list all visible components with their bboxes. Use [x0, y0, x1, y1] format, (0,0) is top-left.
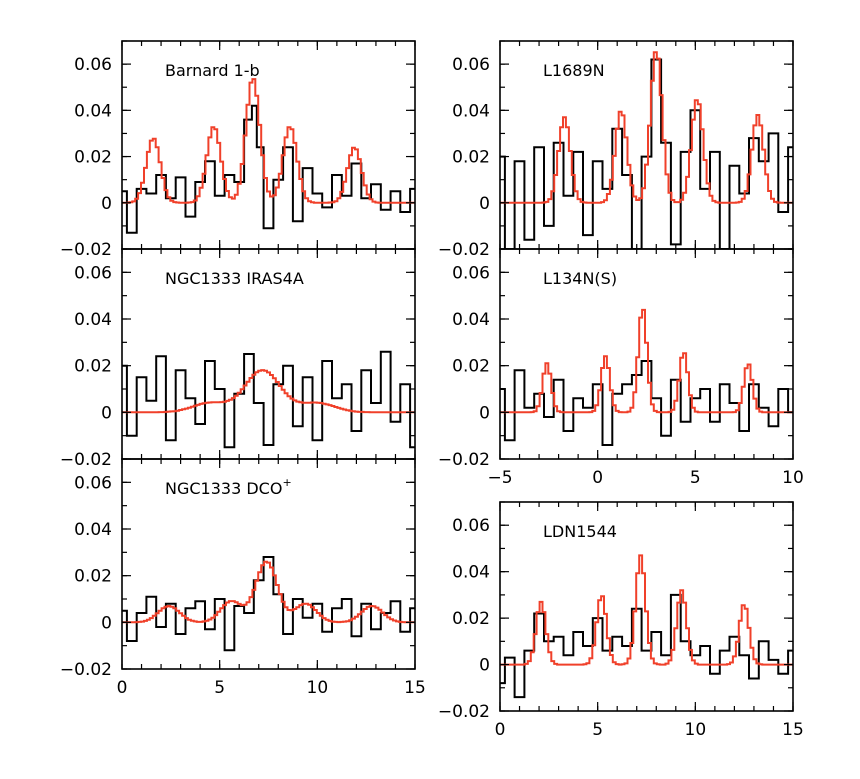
x-tick-label: 5	[690, 468, 701, 488]
y-tick-label: 0.06	[452, 263, 490, 283]
panel-title-superscript: +	[282, 476, 291, 489]
y-tick-label: 0.02	[452, 357, 490, 377]
x-tick-label: 15	[404, 678, 426, 698]
panel-title: NGC1333 DCO+	[165, 476, 292, 498]
model-series	[500, 554, 793, 666]
y-tick-label: 0.06	[74, 473, 112, 493]
y-tick-label: 0.04	[74, 520, 112, 540]
x-tick-label: 0	[592, 468, 603, 488]
y-tick-label: 0.04	[452, 310, 490, 330]
x-tick-label: 10	[685, 720, 707, 740]
panel-1: −0.02 0 0.02 0.04 0.06 NGC1333 IRAS4A	[60, 248, 416, 470]
observed-series	[500, 593, 793, 699]
x-tick-label: 5	[214, 678, 225, 698]
x-tick-label: 10	[307, 678, 329, 698]
panel-title: NGC1333 IRAS4A	[165, 269, 304, 288]
y-tick-label: 0.06	[74, 55, 112, 75]
observed-series	[122, 350, 415, 449]
y-tick-label: 0.06	[452, 55, 490, 75]
y-tick-label: −0.02	[438, 450, 490, 470]
x-tick-label: 5	[592, 720, 603, 740]
panel-4: −0.02 0 0.02 0.04 0.06 −5 0 5 10 L134N(S)	[438, 248, 804, 488]
y-tick-label: −0.02	[60, 660, 112, 680]
x-tick-label: 0	[117, 678, 128, 698]
plot-frame	[499, 501, 794, 712]
y-tick-label: 0.02	[74, 148, 112, 168]
x-tick-label: −5	[487, 468, 512, 488]
y-tick-label: −0.02	[60, 450, 112, 470]
panel-0: −0.02 0 0.02 0.04 0.06 Barnard 1-b	[60, 40, 416, 260]
y-tick-label: 0.02	[74, 567, 112, 587]
y-tick-label: 0	[101, 194, 112, 214]
y-tick-label: 0.06	[74, 263, 112, 283]
y-tick-label: 0.04	[452, 101, 490, 121]
y-tick-label: 0	[479, 656, 490, 676]
model-series	[500, 51, 793, 204]
panel-title: L1689N	[543, 61, 605, 80]
x-tick-label: 10	[782, 468, 804, 488]
y-tick-label: −0.02	[438, 702, 490, 722]
y-tick-label: 0	[101, 403, 112, 423]
plot-frame	[121, 458, 416, 670]
panel-title: LDN1544	[543, 522, 617, 541]
observed-series	[500, 58, 793, 249]
y-tick-label: 0.06	[452, 516, 490, 536]
observed-series	[122, 556, 415, 652]
y-tick-label: −0.02	[438, 240, 490, 260]
y-tick-label: 0.04	[74, 101, 112, 121]
model-series	[122, 78, 415, 204]
y-tick-label: 0	[101, 613, 112, 633]
observed-series	[122, 104, 415, 234]
panel-title: L134N(S)	[543, 269, 617, 288]
model-series	[500, 308, 793, 414]
panel-title: Barnard 1-b	[165, 61, 260, 80]
y-tick-label: 0.04	[452, 563, 490, 583]
y-tick-label: 0.02	[74, 357, 112, 377]
y-tick-label: 0.02	[452, 148, 490, 168]
y-tick-label: 0	[479, 194, 490, 214]
y-tick-label: −0.02	[60, 240, 112, 260]
panel-3: −0.02 0 0.02 0.04 0.06 L1689N	[438, 40, 794, 260]
plot-frame	[499, 248, 794, 460]
x-tick-label: 0	[495, 720, 506, 740]
model-series	[122, 369, 415, 414]
y-tick-label: 0.02	[452, 609, 490, 629]
y-tick-label: 0	[479, 403, 490, 423]
y-tick-label: 0.04	[74, 310, 112, 330]
observed-series	[500, 360, 793, 446]
x-tick-label: 15	[782, 720, 804, 740]
model-series	[122, 560, 415, 624]
